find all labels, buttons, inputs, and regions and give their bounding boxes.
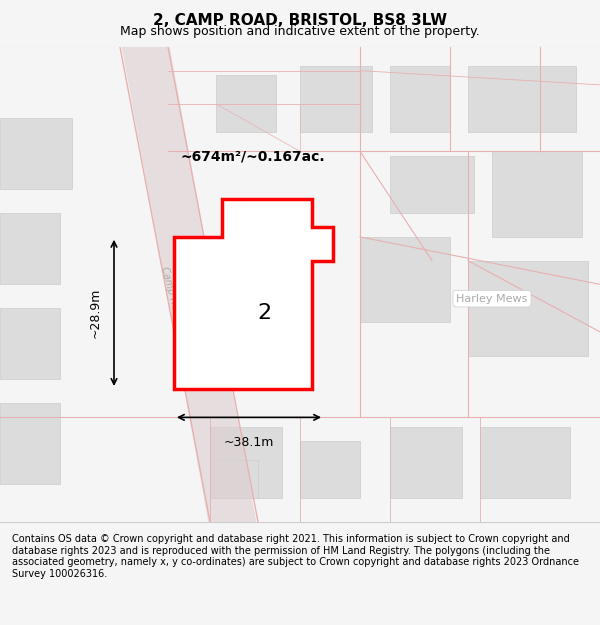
- Text: Harley Mews: Harley Mews: [457, 294, 527, 304]
- Bar: [492, 151, 582, 237]
- Bar: [300, 66, 372, 132]
- Bar: [0, 118, 72, 189]
- Text: Map shows position and indicative extent of the property.: Map shows position and indicative extent…: [120, 24, 480, 38]
- Text: ~38.1m: ~38.1m: [224, 436, 274, 449]
- Bar: [480, 427, 570, 498]
- Bar: [300, 441, 360, 498]
- Polygon shape: [120, 38, 258, 531]
- Bar: [210, 460, 258, 498]
- Bar: [210, 427, 282, 498]
- Text: 2: 2: [257, 303, 271, 323]
- Bar: [0, 403, 60, 484]
- Bar: [360, 237, 450, 322]
- Text: ~28.9m: ~28.9m: [89, 288, 102, 338]
- Bar: [390, 156, 474, 213]
- Text: Camp Road: Camp Road: [159, 265, 183, 322]
- Bar: [468, 66, 576, 132]
- Bar: [390, 66, 450, 132]
- Bar: [0, 213, 60, 284]
- Text: ~674m²/~0.167ac.: ~674m²/~0.167ac.: [180, 149, 325, 163]
- Bar: [216, 76, 276, 132]
- Text: 2, CAMP ROAD, BRISTOL, BS8 3LW: 2, CAMP ROAD, BRISTOL, BS8 3LW: [153, 13, 447, 28]
- Polygon shape: [174, 199, 333, 389]
- Bar: [390, 427, 462, 498]
- Bar: [0, 308, 60, 379]
- Text: Contains OS data © Crown copyright and database right 2021. This information is : Contains OS data © Crown copyright and d…: [12, 534, 579, 579]
- Bar: [468, 261, 588, 356]
